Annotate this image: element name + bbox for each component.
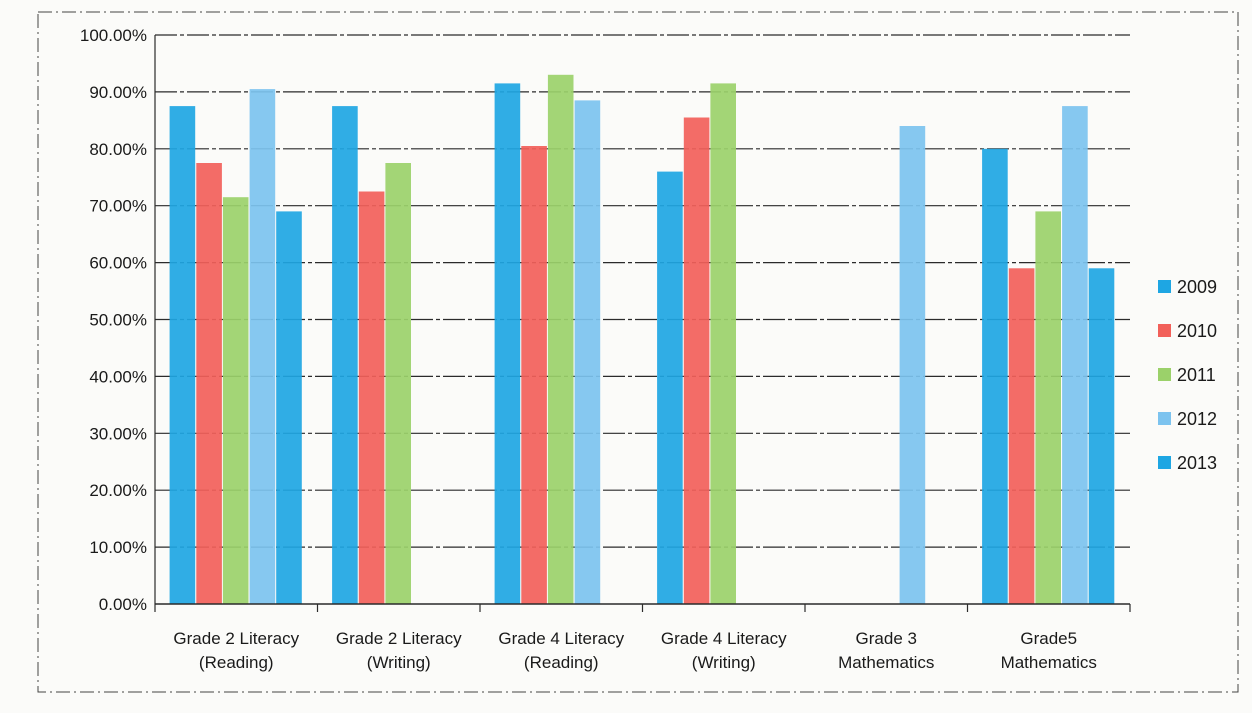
x-category-label: Grade5 Mathematics [1001, 629, 1097, 672]
y-tick-label: 30.00% [89, 424, 147, 443]
legend-label: 2010 [1177, 321, 1217, 341]
legend-label: 2013 [1177, 453, 1217, 473]
legend-swatch-2011 [1158, 368, 1171, 381]
bar-2010-5 [1008, 268, 1035, 604]
bar-2009-5 [982, 148, 1008, 605]
x-category-label: Grade 3 Mathematics [838, 629, 934, 672]
x-category-label: Grade 4 Literacy (Writing) [661, 629, 787, 672]
bar-2011-3 [710, 83, 736, 604]
bar-2011-0 [222, 197, 249, 604]
legend-swatch-2009 [1158, 280, 1171, 293]
legend-swatch-2010 [1158, 324, 1171, 337]
y-tick-label: 40.00% [89, 367, 147, 386]
bar-2011-5 [1035, 211, 1061, 604]
bar-2009-3 [657, 171, 683, 604]
bar-2012-2 [574, 100, 601, 605]
bar-2012-0 [249, 89, 276, 605]
bar-2010-2 [521, 146, 547, 604]
legend-swatch-2013 [1158, 456, 1171, 469]
x-category-label: Grade 4 Literacy (Reading) [498, 629, 624, 672]
bar-2010-3 [683, 117, 710, 604]
bar-2011-2 [547, 74, 574, 605]
y-tick-label: 60.00% [89, 254, 147, 273]
legend-label: 2011 [1177, 365, 1216, 385]
bar-2013-5 [1088, 268, 1115, 604]
y-tick-label: 0.00% [99, 595, 147, 614]
legend-label: 2009 [1177, 277, 1217, 297]
bar-2009-0 [169, 106, 196, 604]
y-tick-label: 100.00% [80, 26, 147, 45]
y-tick-label: 10.00% [89, 538, 147, 557]
bar-2011-1 [385, 163, 411, 604]
x-category-label: Grade 2 Literacy (Reading) [173, 629, 299, 672]
y-tick-label: 50.00% [89, 311, 147, 330]
bar-2009-2 [494, 83, 521, 604]
bar-2010-0 [196, 163, 222, 604]
bar-2012-4 [899, 126, 926, 604]
bar-2012-5 [1062, 106, 1088, 604]
y-tick-label: 70.00% [89, 197, 147, 216]
legend-swatch-2012 [1158, 412, 1171, 425]
y-tick-label: 80.00% [89, 140, 147, 159]
x-category-label: Grade 2 Literacy (Writing) [336, 629, 462, 672]
legend-label: 2012 [1177, 409, 1217, 429]
y-tick-label: 20.00% [89, 481, 147, 500]
bar-2013-0 [276, 211, 302, 604]
chart-border [37, 11, 1239, 693]
bar-2010-1 [358, 191, 385, 604]
bar-2009-1 [332, 106, 358, 604]
y-tick-label: 90.00% [89, 83, 147, 102]
